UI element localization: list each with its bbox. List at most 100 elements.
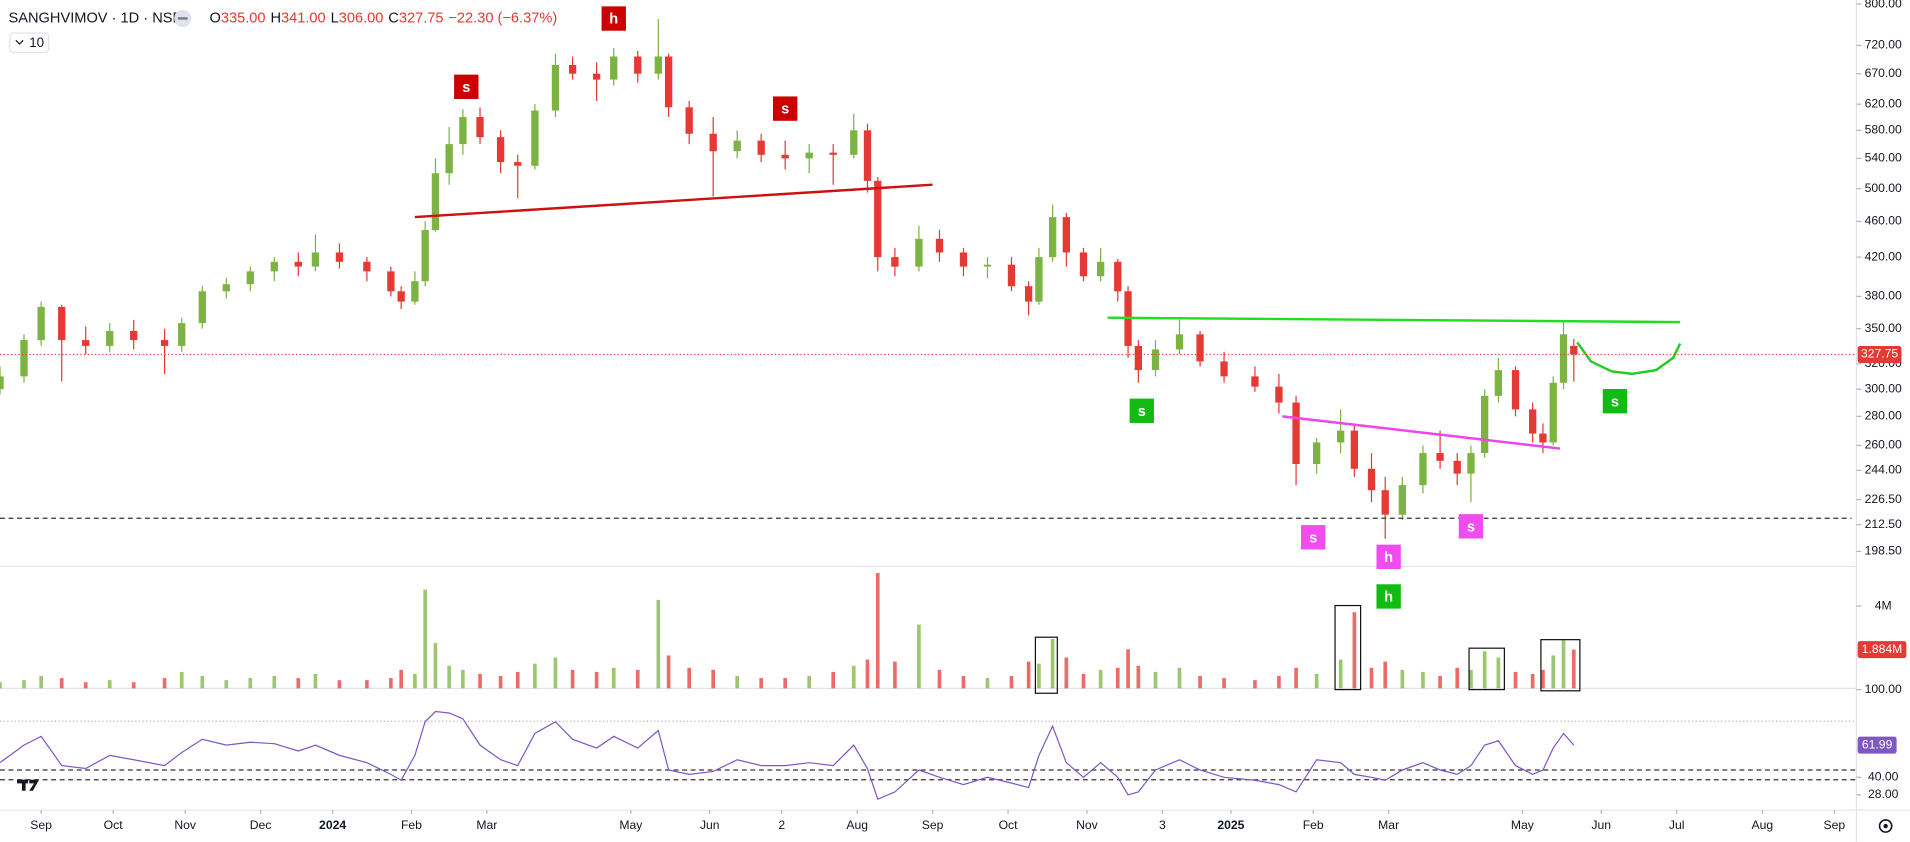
candle-body (1511, 370, 1520, 410)
candle-body (1350, 430, 1359, 469)
x-tick-label: Sep (1824, 818, 1846, 832)
candle-body (654, 56, 662, 74)
candle-body (1035, 257, 1043, 302)
candle-body (1151, 349, 1160, 371)
volume-bar (1277, 676, 1281, 689)
gear-icon[interactable] (1878, 819, 1893, 833)
candle-body (1096, 261, 1105, 277)
x-tick-label: 2024 (319, 818, 346, 832)
volume-bar (131, 682, 136, 689)
volume-bar (711, 669, 716, 689)
y-tick-label: 280.00 (1865, 409, 1902, 423)
volume-bar (875, 573, 880, 689)
candle-body (1529, 409, 1537, 434)
candle-body (551, 64, 560, 111)
highlight-box (1034, 636, 1058, 694)
candle-body (387, 271, 395, 292)
candle-body (891, 257, 899, 267)
volume-bar (1338, 659, 1343, 689)
candle-body (915, 238, 923, 267)
pattern-marker (1458, 514, 1484, 539)
candle-body (1275, 386, 1283, 403)
y-tick-label: 244.00 (1865, 463, 1902, 477)
candle-body (106, 330, 114, 346)
chevron (15, 39, 24, 45)
volume-bar (1314, 673, 1319, 689)
candle-body (1570, 345, 1578, 355)
volume-bar (39, 676, 43, 689)
x-tick-label: Mar (476, 818, 497, 832)
candle-body (363, 261, 371, 272)
candle-body (1048, 217, 1057, 258)
y-tick-label: 420.00 (1865, 249, 1902, 263)
x-tick-label: May (1511, 818, 1535, 832)
candle-body (733, 140, 741, 152)
volume-bar (1438, 676, 1442, 689)
candle-body (476, 117, 484, 138)
volume-bar (1026, 661, 1031, 689)
trend-line (1107, 316, 1681, 324)
rsi-tick-label: 40.00 (1868, 770, 1899, 784)
volume-bar (533, 663, 537, 689)
volume-bar (1482, 651, 1487, 689)
candle-body (1175, 334, 1184, 350)
candle-body (1062, 217, 1070, 253)
x-tick-label: Sep (922, 818, 944, 832)
y-tick-label: 720.00 (1865, 38, 1902, 52)
rsi-tick-label: 28.00 (1868, 787, 1899, 801)
pattern-label: s (781, 102, 789, 118)
volume-bar (1198, 676, 1202, 689)
symbol: SANGHVIMOV · 1D · NSE (9, 10, 183, 26)
volume-bar (1541, 669, 1545, 689)
candle-body (531, 110, 539, 166)
tv-logo (17, 779, 39, 791)
volume-bar (107, 680, 112, 689)
volume-bar (985, 678, 990, 689)
y-tick-label: 198.50 (1865, 544, 1902, 558)
toggle-box[interactable] (9, 32, 50, 54)
volume-bar (423, 589, 427, 689)
pattern-marker (601, 6, 626, 31)
last-rsi-box (1857, 736, 1897, 754)
y-tick-label: 260.00 (1865, 438, 1902, 452)
volume-bar (611, 667, 616, 689)
logo-part (21, 779, 26, 791)
candle-body (20, 340, 28, 377)
candle-body (568, 64, 577, 74)
volume-bar (1294, 667, 1298, 689)
last-volume-box (1857, 641, 1907, 659)
indicator-toggle[interactable]: 10 (9, 32, 50, 54)
candle-body (311, 252, 320, 267)
volume-bar (917, 624, 921, 689)
candle-body (160, 340, 169, 346)
x-tick-label: Dec (250, 818, 272, 832)
ohlc-key: H (270, 10, 281, 26)
volume-bar (961, 676, 966, 689)
rsi-levels (0, 720, 1857, 781)
volume-bar (1115, 667, 1120, 689)
x-tick-label: Nov (1076, 818, 1099, 832)
ohlc-legend: O335.00 H341.00 L306.00 C327.75 −22.30 (−6.3… (210, 10, 558, 26)
trend-line (1576, 341, 1682, 376)
candle-body (1436, 453, 1444, 461)
volume-bar (594, 671, 599, 689)
candle-body (294, 261, 302, 267)
x-tick-label: Sep (30, 818, 52, 832)
candle-body (1292, 402, 1300, 465)
plot-area: s h s s s h s h s (0, 6, 1857, 801)
ohlc-value: 341.00 (281, 10, 326, 26)
volume-bar (1064, 657, 1069, 689)
pattern-label: s (462, 80, 470, 96)
volume-bar (570, 669, 575, 689)
candle-body (411, 281, 419, 302)
candle-body (1398, 485, 1407, 515)
settings[interactable] (1878, 819, 1893, 833)
x-tick-label: May (619, 818, 643, 832)
volume-bar (1136, 665, 1141, 689)
candle-body (850, 130, 858, 155)
y-tick-label: 460.00 (1865, 214, 1902, 228)
candle-body (1480, 395, 1489, 454)
volume-bar (865, 659, 870, 689)
candle-body (178, 323, 186, 346)
